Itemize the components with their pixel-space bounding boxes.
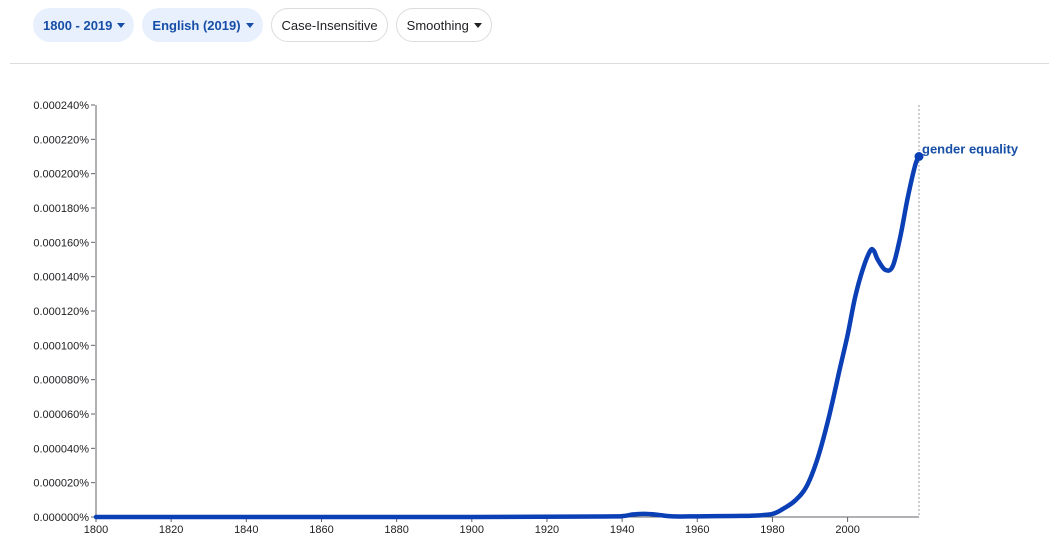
smoothing-dropdown[interactable]: Smoothing [395, 8, 492, 42]
case-label: Case-Insensitive [281, 17, 378, 33]
y-tick-label: 0.000160% [33, 237, 89, 249]
y-tick-label: 0.000100% [33, 340, 89, 352]
chevron-down-icon [245, 23, 254, 28]
y-tick-label: 0.000200% [33, 169, 89, 181]
y-tick-label: 0.000040% [33, 443, 89, 455]
x-tick-label: 1800 [84, 524, 108, 536]
chevron-down-icon [117, 23, 126, 28]
y-tick-label: 0.000060% [33, 409, 89, 421]
series-label-gender-equality: gender equality [922, 142, 1019, 157]
y-tick-label: 0.000220% [33, 134, 89, 146]
corpus-label: English (2019) [152, 17, 241, 33]
ngram-chart: 0.000000% 0.000020% 0.000040% 0.000060% 0.00… [33, 100, 1019, 536]
year-range-dropdown[interactable]: 1800 - 2019 [33, 8, 135, 42]
case-insensitive-toggle[interactable]: Case-Insensitive [270, 8, 388, 42]
x-tick-label: 1880 [384, 524, 408, 536]
x-tick-label: 1960 [685, 524, 709, 536]
series-endpoint [914, 152, 924, 161]
series-line-gender-equality [93, 154, 922, 520]
toolbar-divider [10, 63, 1049, 64]
y-tick-label: 0.000020% [33, 478, 89, 490]
chevron-down-icon [473, 23, 482, 28]
x-tick-label: 1940 [610, 524, 634, 536]
x-tick-label: 1920 [535, 524, 559, 536]
y-tick-label: 0.000080% [33, 375, 89, 387]
x-tick-label: 1980 [760, 524, 784, 536]
smoothing-label: Smoothing [406, 17, 469, 33]
y-tick-label: 0.000240% [33, 100, 89, 112]
corpus-dropdown[interactable]: English (2019) [142, 8, 263, 42]
y-tick-label: 0.000180% [33, 203, 89, 215]
x-tick-label: 1860 [309, 524, 333, 536]
y-tick-label: 0.000140% [33, 272, 89, 284]
y-tick-label: 0.000120% [33, 306, 89, 318]
y-tick-label: 0.000000% [33, 512, 89, 524]
year-range-label: 1800 - 2019 [43, 17, 113, 33]
query-toolbar: 1800 - 2019 English (2019) Case-Insensit… [33, 8, 492, 42]
x-tick-label: 1900 [460, 524, 484, 536]
x-tick-label: 1840 [234, 524, 258, 536]
x-tick-label: 2000 [835, 524, 859, 536]
x-tick-label: 1820 [159, 524, 183, 536]
